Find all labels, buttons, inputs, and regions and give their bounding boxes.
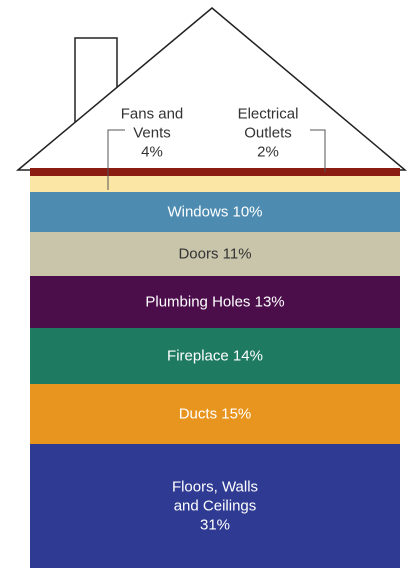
category-name: Plumbing Holes	[145, 293, 251, 311]
band	[30, 384, 400, 444]
value-label: 10%	[232, 203, 263, 221]
category-name: Fans and Vents	[120, 105, 184, 142]
category-name: Fireplace	[167, 347, 229, 365]
band-label: Fireplace 14%	[167, 347, 263, 366]
band	[30, 276, 400, 328]
band-label: Ducts 15%	[179, 405, 252, 424]
band-label: Plumbing Holes 13%	[145, 293, 284, 312]
band-label: Windows 10%	[167, 203, 262, 222]
value-label: 13%	[254, 293, 285, 311]
value-label: 14%	[232, 347, 263, 365]
category-name: Electrical Outlets	[237, 105, 299, 142]
callout-line	[310, 129, 326, 172]
band	[30, 328, 400, 384]
value-label: 15%	[221, 405, 252, 423]
category-name: Windows	[167, 203, 229, 221]
band-label: Fans and Vents 4%	[121, 105, 184, 162]
band	[30, 444, 400, 568]
value-label: 11%	[222, 245, 252, 263]
category-name: Ducts	[178, 405, 218, 423]
band	[30, 192, 400, 232]
callout-line	[107, 129, 125, 190]
value-label: 4%	[141, 143, 163, 161]
band-label: Electrical Outlets 2%	[238, 105, 299, 162]
value-label: 31%	[199, 516, 231, 534]
band	[30, 232, 400, 276]
category-name: Floors, Walls and Ceilings	[171, 478, 259, 515]
band	[30, 176, 400, 192]
band	[30, 168, 400, 176]
band-label: Floors, Walls and Ceilings 31%	[172, 478, 258, 535]
category-name: Doors	[178, 245, 219, 263]
band-label: Doors 11%	[178, 245, 251, 264]
value-label: 2%	[257, 143, 279, 161]
